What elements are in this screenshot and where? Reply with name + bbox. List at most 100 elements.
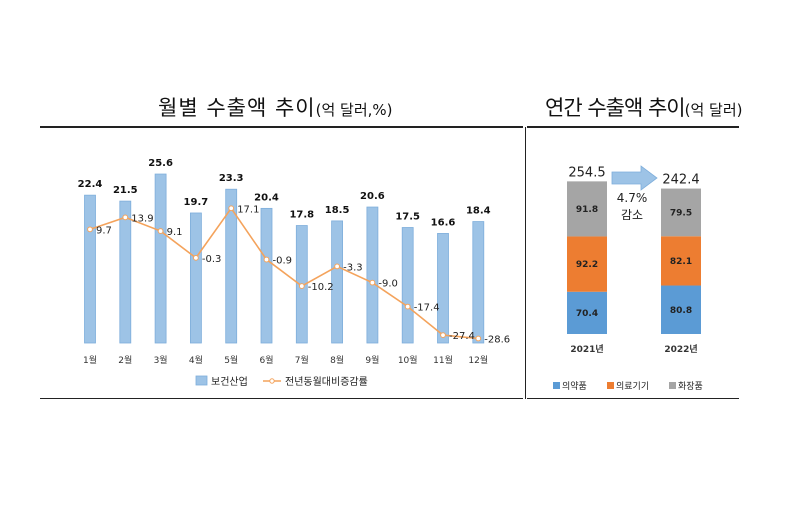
decline-arrow-icon — [611, 165, 658, 191]
monthly-chart-title-main: 월별 수출액 추이 — [158, 96, 316, 120]
segment-value-label: 80.8 — [670, 306, 692, 316]
growth-rate-marker — [404, 303, 411, 310]
total-value-label: 242.4 — [662, 173, 699, 188]
growth-rate-marker — [122, 214, 129, 221]
growth-rate-marker — [263, 256, 270, 263]
bar-4 — [189, 212, 202, 344]
bar-1 — [84, 194, 96, 344]
stacked-segment-1 — [661, 285, 701, 334]
bar-value-label: 18.5 — [325, 205, 350, 216]
growth-rate-label: 9.1 — [167, 227, 183, 238]
bar-value-label: 17.8 — [289, 210, 314, 221]
bar-11 — [437, 233, 449, 344]
growth-rate-line — [89, 206, 479, 340]
segment-value-label: 70.4 — [576, 309, 598, 319]
growth-rate-label: -10.2 — [308, 282, 334, 293]
bar-value-label: 18.4 — [466, 206, 491, 217]
growth-rate-label: -3.3 — [343, 262, 363, 273]
x-tick-label: 5월 — [224, 354, 238, 366]
x-tick-label: 12월 — [468, 354, 488, 366]
legend-swatch-1 — [553, 382, 560, 389]
legend-line-marker — [269, 378, 275, 384]
growth-rate-marker — [475, 335, 482, 342]
segment-value-label: 79.5 — [670, 208, 692, 218]
x-tick-label: 11월 — [433, 354, 453, 366]
growth-rate-marker — [228, 205, 235, 212]
stacked-segment-3 — [567, 181, 607, 237]
growth-rate-label: -0.9 — [273, 256, 293, 267]
monthly-title-rule — [40, 126, 523, 128]
bar-value-label: 25.6 — [148, 158, 173, 169]
annual-title-rule — [527, 126, 739, 128]
growth-rate-label: 13.9 — [131, 213, 153, 224]
annual-export-chart: 70.4 92.2 91.8 254.5 2021년 80.8 82.1 79.5 242.4 2… — [553, 165, 703, 392]
total-value-label: 254.5 — [568, 165, 605, 180]
x-tick-label: 9월 — [365, 354, 379, 366]
annual-chart-title-main: 연간 수출액 추이 — [545, 96, 686, 120]
annual-panel-bottom-border — [527, 398, 739, 399]
annual-chart-title: 연간 수출액 추이(억 달러) — [545, 92, 742, 122]
annual-chart-title-unit: (억 달러) — [684, 101, 743, 119]
bar-3 — [154, 173, 167, 344]
legend-label: 화장품 — [678, 381, 703, 392]
stacked-segment-2 — [567, 236, 607, 292]
legend-label: 의료기기 — [616, 381, 649, 392]
bar-12 — [472, 221, 485, 344]
decline-text-label: 감소 — [621, 208, 643, 222]
bar-6 — [260, 207, 273, 344]
bar-8 — [331, 220, 344, 344]
x-tick-label: 3월 — [154, 354, 168, 366]
legend-swatch-3 — [669, 382, 676, 389]
segment-value-label: 92.2 — [576, 260, 598, 270]
bar-5 — [225, 188, 238, 344]
monthly-chart-title-unit: (억 달러,%) — [315, 101, 393, 119]
bar-value-label: 23.3 — [219, 173, 244, 184]
growth-rate-label: 9.7 — [96, 225, 112, 236]
growth-rate-marker — [334, 263, 341, 270]
monthly-panel-bottom-border — [40, 398, 523, 399]
legend-swatch-2 — [607, 382, 614, 389]
stacked-segment-3 — [661, 188, 701, 237]
bar-9 — [366, 206, 379, 344]
x-tick-label: 8월 — [330, 354, 344, 366]
monthly-export-chart: 22.4 1월 21.5 2월 25.6 3월 19.7 4월 23.3 5월 20.4 6월 17.8… — [78, 158, 511, 388]
segment-value-label: 82.1 — [670, 257, 692, 267]
bar-2 — [119, 200, 132, 344]
x-tick-label: 4월 — [189, 354, 203, 366]
bar-value-label: 20.6 — [360, 191, 385, 202]
x-tick-label: 6월 — [259, 354, 273, 366]
x-tick-label: 10월 — [398, 354, 418, 366]
growth-rate-marker — [193, 254, 199, 261]
stacked-segment-1 — [567, 291, 607, 334]
legend-label: 의약품 — [562, 380, 587, 392]
growth-rate-label: -0.3 — [202, 254, 222, 265]
stacked-segment-2 — [661, 236, 701, 286]
bar-value-label: 21.5 — [113, 185, 138, 196]
x-tick-label: 1월 — [83, 354, 97, 366]
growth-rate-marker — [87, 226, 93, 233]
legend-line-label: 전년동월대비증감률 — [285, 376, 368, 388]
growth-rate-label: -28.6 — [484, 335, 510, 346]
x-tick-label: 2022년 — [664, 343, 697, 355]
bar-10 — [401, 227, 414, 344]
bar-value-label: 20.4 — [254, 192, 279, 203]
growth-rate-label: -9.0 — [378, 279, 398, 290]
monthly-chart-title: 월별 수출액 추이(억 달러,%) — [158, 92, 393, 122]
x-tick-label: 7월 — [295, 354, 309, 366]
bar-value-label: 16.6 — [431, 217, 456, 228]
bar-value-label: 19.7 — [184, 197, 209, 208]
growth-rate-label: -27.4 — [449, 331, 475, 342]
x-tick-label: 2월 — [118, 354, 132, 366]
decline-rate-label: 4.7% — [617, 191, 648, 205]
bar-value-label: 22.4 — [78, 179, 103, 190]
growth-rate-marker — [440, 332, 446, 338]
bar-value-label: 17.5 — [395, 212, 420, 223]
growth-rate-marker — [298, 283, 305, 289]
segment-value-label: 91.8 — [576, 205, 598, 215]
growth-rate-label: 17.1 — [237, 204, 259, 215]
legend-bar-label: 보건산업 — [211, 375, 248, 388]
growth-rate-label: -17.4 — [414, 303, 440, 314]
growth-rate-marker — [369, 279, 376, 286]
legend-bar-swatch — [195, 375, 208, 386]
